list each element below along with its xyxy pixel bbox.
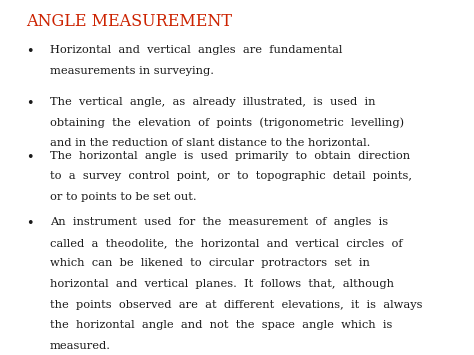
Text: •: •: [26, 97, 34, 110]
Text: to  a  survey  control  point,  or  to  topographic  detail  points,: to a survey control point, or to topogra…: [50, 171, 412, 181]
Text: horizontal  and  vertical  planes.  It  follows  that,  although: horizontal and vertical planes. It follo…: [50, 279, 394, 289]
Text: or to points to be set out.: or to points to be set out.: [50, 192, 196, 202]
Text: ANGLE MEASUREMENT: ANGLE MEASUREMENT: [26, 13, 232, 31]
Text: and in the reduction of slant distance to the horizontal.: and in the reduction of slant distance t…: [50, 138, 370, 148]
Text: measured.: measured.: [50, 341, 111, 351]
Text: The  vertical  angle,  as  already  illustrated,  is  used  in: The vertical angle, as already illustrat…: [50, 97, 375, 106]
Text: Horizontal  and  vertical  angles  are  fundamental: Horizontal and vertical angles are funda…: [50, 45, 342, 55]
Text: obtaining  the  elevation  of  points  (trigonometric  levelling): obtaining the elevation of points (trigo…: [50, 117, 404, 128]
Text: the  points  observed  are  at  different  elevations,  it  is  always: the points observed are at different ele…: [50, 300, 422, 310]
Text: The  horizontal  angle  is  used  primarily  to  obtain  direction: The horizontal angle is used primarily t…: [50, 151, 410, 161]
Text: measurements in surveying.: measurements in surveying.: [50, 66, 214, 76]
Text: the  horizontal  angle  and  not  the  space  angle  which  is: the horizontal angle and not the space a…: [50, 320, 392, 330]
Text: •: •: [26, 151, 34, 164]
Text: called  a  theodolite,  the  horizontal  and  vertical  circles  of: called a theodolite, the horizontal and …: [50, 238, 402, 248]
Text: which  can  be  likened  to  circular  protractors  set  in: which can be likened to circular protrac…: [50, 258, 370, 268]
Text: •: •: [26, 217, 34, 230]
Text: An  instrument  used  for  the  measurement  of  angles  is: An instrument used for the measurement o…: [50, 217, 388, 227]
Text: •: •: [26, 45, 34, 59]
